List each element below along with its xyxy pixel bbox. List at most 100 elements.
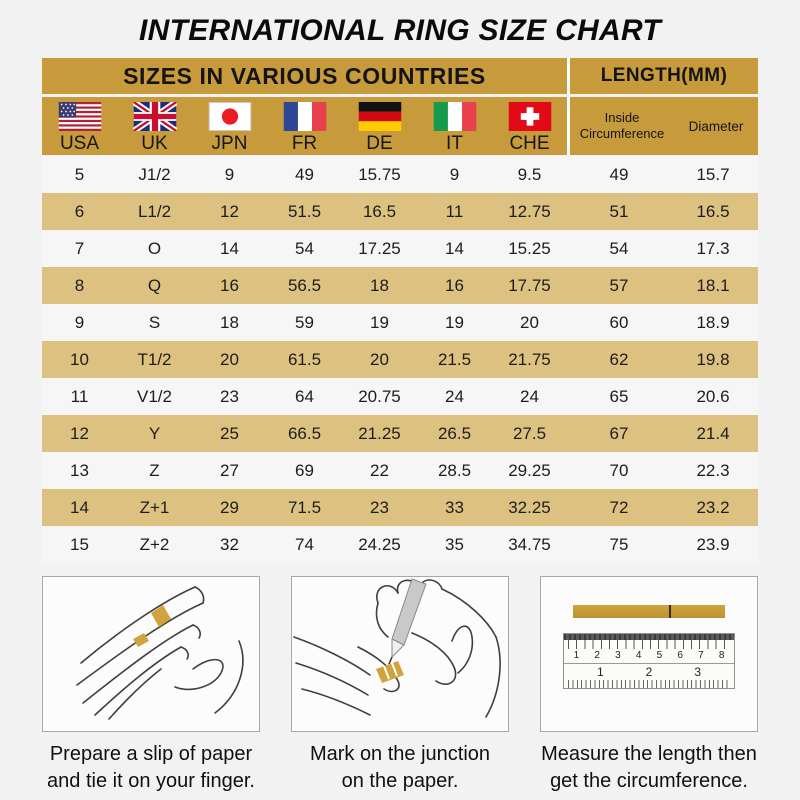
country-cell-jpn: JPN [192, 97, 267, 155]
ruler-number: 7 [698, 650, 704, 661]
table-cell: 20 [220, 349, 239, 369]
italy-flag-icon [433, 102, 476, 131]
france-flag-icon [283, 102, 326, 131]
country-code-label: IT [446, 133, 463, 154]
ruler-number: 2 [645, 665, 653, 679]
table-row: 12 Y 25 66.5 21.25 26.5 27.5 67 21.4 [42, 415, 758, 452]
table-cell: 28.5 [437, 460, 472, 480]
ruler-ticks-top [568, 640, 730, 649]
ruler-number: 1 [573, 650, 580, 661]
table-cell: 27.5 [512, 423, 547, 443]
table-row: 8 Q 16 56.5 18 16 17.75 57 18.1 [42, 267, 758, 304]
ruler-scene: 1 2 3 4 5 6 7 8 1 2 3 [541, 577, 757, 689]
country-code-label: JPN [211, 133, 248, 154]
table-cell: 67 [609, 423, 629, 443]
table-row: 10 T1/2 20 61.5 20 21.5 21.75 62 19.8 [42, 341, 758, 378]
table-cell: 16 [220, 275, 239, 295]
size-table-body: 5 J1/2 9 49 15.75 9 9.5 49 15.7 6 L1/2 12 51.5 16.5 11… [42, 156, 758, 563]
table-cell: 7 [74, 238, 85, 258]
ruler-top-scale: 1 2 3 4 5 6 7 8 [564, 649, 734, 662]
table-cell: 10 [70, 349, 89, 369]
caption-line: on the paper. [341, 770, 459, 792]
hand-with-paper-slip-image [76, 586, 244, 720]
table-cell: 9 [74, 312, 85, 332]
ruler-number: 8 [718, 650, 725, 661]
table-cell: 8 [74, 275, 85, 295]
caption-measure-length: Measure the length then get the circumfe… [540, 741, 758, 795]
countries-row: USA UK [42, 97, 570, 155]
table-cell: 20.6 [696, 386, 730, 406]
table-cell: 24.25 [358, 534, 401, 554]
table-cell: 18 [370, 275, 389, 295]
table-cell: 18.1 [696, 275, 730, 295]
usa-flag-icon [58, 102, 101, 131]
table-cell: Z+2 [139, 534, 170, 554]
country-code-label: FR [291, 133, 318, 154]
country-cell-de: DE [342, 97, 417, 155]
table-cell: 11 [70, 386, 89, 406]
table-cell: 18 [220, 312, 239, 332]
table-cell: 51.5 [287, 201, 322, 221]
pen-marking-paper-image [293, 578, 501, 718]
country-code-label: USA [59, 133, 100, 154]
table-row: 7 O 14 54 17.25 14 15.25 54 17.3 [42, 230, 758, 267]
table-cell: L1/2 [137, 201, 172, 221]
table-cell: O [147, 238, 162, 258]
inside-circumference-header: Inside Circumference [579, 110, 665, 141]
table-cell: J1/2 [138, 164, 171, 184]
country-code-label: DE [366, 133, 393, 154]
table-cell: 21.5 [437, 349, 472, 369]
table-cell: 20 [370, 349, 389, 369]
table-cell: 17.25 [358, 238, 401, 258]
table-cell: 20.75 [358, 386, 401, 406]
table-cell: Z [149, 460, 160, 480]
uk-flag-icon [132, 102, 177, 131]
table-cell: 70 [609, 460, 629, 480]
table-cell: 20 [520, 312, 539, 332]
table-cell: 33 [445, 497, 464, 517]
pen-marking-paper-illustration [291, 576, 509, 732]
table-cell: T1/2 [137, 349, 172, 369]
caption-line: Mark on the junction [309, 743, 491, 765]
sizes-section-header: SIZES IN VARIOUS COUNTRIES [42, 58, 570, 94]
table-cell: 9 [224, 164, 235, 184]
table-cell: 24 [520, 386, 539, 406]
table-cell: 15.25 [508, 238, 551, 258]
table-cell: 54 [295, 238, 314, 258]
table-cell: 51 [609, 201, 629, 221]
table-cell: V1/2 [137, 386, 172, 406]
table-row: 11 V1/2 23 64 20.75 24 24 65 20.6 [42, 378, 758, 415]
table-cell: 16.5 [362, 201, 397, 221]
table-row: 6 L1/2 12 51.5 16.5 11 12.75 51 16.5 [42, 193, 758, 230]
figure-mark-junction: Mark on the junction on the paper. [291, 576, 509, 795]
table-cell: 64 [295, 386, 314, 406]
table-cell: 24 [445, 386, 464, 406]
country-cell-uk: UK [117, 97, 192, 155]
hand-with-paper-slip-illustration [42, 576, 260, 732]
table-cell: 15 [70, 534, 89, 554]
table-cell: 65 [609, 386, 629, 406]
table-cell: 49 [295, 164, 314, 184]
table-cell: 72 [609, 497, 629, 517]
table-cell: 62 [609, 349, 629, 369]
table-row: 14 Z+1 29 71.5 23 33 32.25 72 23.2 [42, 489, 758, 526]
length-columns-row: Inside Circumference Diameter [570, 97, 758, 155]
table-cell: 9 [449, 164, 460, 184]
table-cell: 21.4 [696, 423, 730, 443]
country-cell-che: CHE [492, 97, 567, 155]
table-row: 15 Z+2 32 74 24.25 35 34.75 75 23.9 [42, 526, 758, 563]
caption-line: get the circumference. [550, 770, 748, 792]
ruler-top-edge [564, 634, 734, 640]
table-cell: 14 [220, 238, 239, 258]
table-cell: 19 [445, 312, 464, 332]
table-cell: Z+1 [139, 497, 170, 517]
caption-line: Measure the length then [541, 743, 757, 765]
ruler-measuring-illustration: 1 2 3 4 5 6 7 8 1 2 3 [540, 576, 758, 732]
table-cell: 21.25 [358, 423, 401, 443]
table-cell: 54 [609, 238, 629, 258]
table-cell: 6 [74, 201, 85, 221]
table-cell: 18.9 [696, 312, 730, 332]
ruler-number: 3 [694, 665, 702, 679]
ruler-divider [564, 663, 734, 664]
table-cell: 32.25 [508, 497, 551, 517]
